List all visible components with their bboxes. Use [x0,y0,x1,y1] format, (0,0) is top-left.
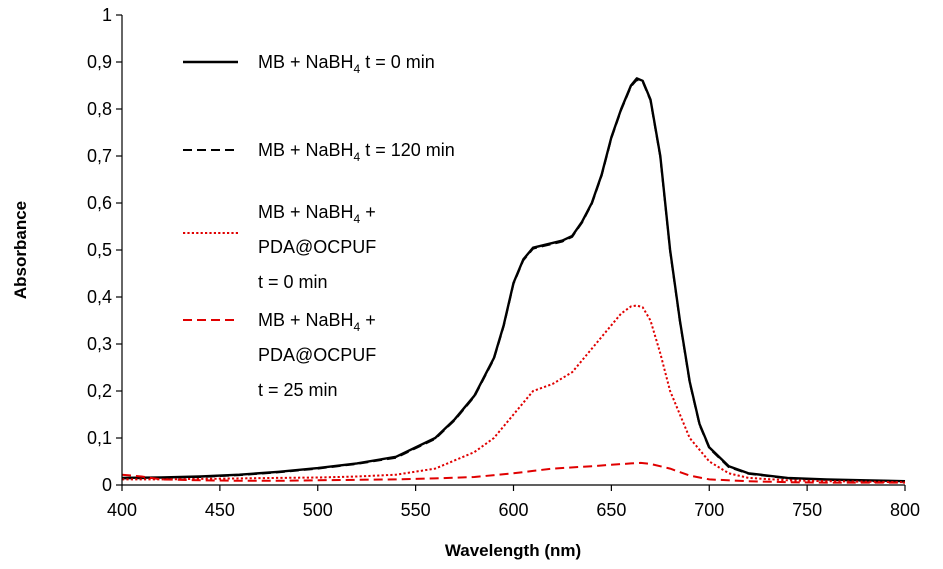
y-tick-label: 0,9 [87,52,112,72]
x-tick-label: 750 [792,500,822,520]
legend-label-1: MB + NaBH4 t = 0 min [258,52,435,76]
legend-label-4: MB + NaBH4 + [258,310,376,334]
x-tick-label: 550 [401,500,431,520]
y-tick-label: 0,6 [87,193,112,213]
y-tick-label: 0,1 [87,428,112,448]
ticks-layer: 400 450 500 550 600 650 700 750 800 0 0,1 0,2 0,3 0,4… [87,5,920,520]
legend-label-3-line: t = 0 min [258,272,328,292]
y-tick-label: 0 [102,475,112,495]
x-tick-label: 700 [694,500,724,520]
x-tick-label: 650 [596,500,626,520]
y-tick-label: 0,4 [87,287,112,307]
legend-label-4-line: t = 25 min [258,380,338,400]
y-tick-label: 1 [102,5,112,25]
legend-label-3-line: PDA@OCPUF [258,237,376,257]
y-tick-label: 0,3 [87,334,112,354]
y-axis-title: Absorbance [11,201,30,299]
legend-label-3: MB + NaBH4 + [258,202,376,226]
x-axis-title: Wavelength (nm) [445,541,581,560]
series-line-3 [122,304,906,484]
y-tick-label: 0,8 [87,99,112,119]
legend: MB + NaBH4 t = 0 min MB + NaBH4 t = 120 m… [183,52,455,400]
y-tick-label: 0,5 [87,240,112,260]
legend-label-2: MB + NaBH4 t = 120 min [258,140,455,164]
y-tick-label: 0,2 [87,381,112,401]
x-tick-label: 800 [890,500,920,520]
x-tick-label: 400 [107,500,137,520]
series-layer [121,77,906,484]
x-tick-label: 500 [303,500,333,520]
x-tick-label: 450 [205,500,235,520]
legend-label-4-line: PDA@OCPUF [258,345,376,365]
series-line-2 [121,78,906,483]
y-tick-label: 0,7 [87,146,112,166]
series-line-1 [121,77,906,483]
series-line-4 [121,461,905,484]
x-tick-label: 600 [498,500,528,520]
